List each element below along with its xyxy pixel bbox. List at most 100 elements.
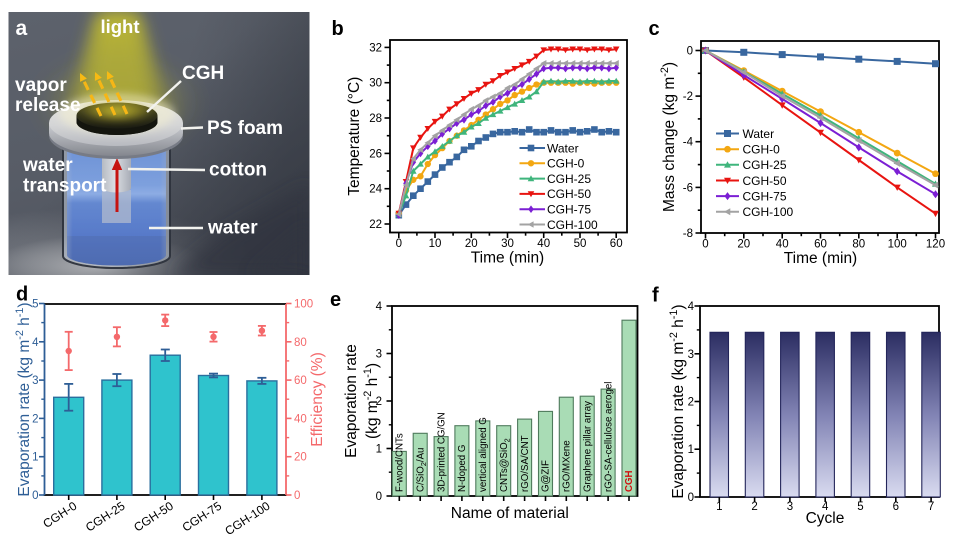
svg-text:Graphene pillar array: Graphene pillar array [582,401,593,492]
svg-text:F-wood/CNTs: F-wood/CNTs [395,433,406,492]
svg-text:CGH-25: CGH-25 [83,499,128,535]
svg-text:0: 0 [376,491,382,503]
svg-text:N-doped G: N-doped G [457,445,468,492]
svg-text:cotton: cotton [209,160,267,181]
svg-text:100: 100 [888,239,907,251]
svg-text:PS foam: PS foam [207,118,283,139]
svg-text:40: 40 [537,238,550,250]
svg-text:Time (min): Time (min) [471,250,544,267]
svg-text:f: f [652,285,659,307]
svg-text:CGH-25: CGH-25 [743,158,787,172]
svg-text:CNTs@SiO2: CNTs@SiO2 [499,438,511,492]
svg-text:3: 3 [32,375,38,387]
svg-text:0: 0 [702,239,708,251]
svg-text:1: 1 [716,501,722,513]
svg-text:2: 2 [376,396,382,408]
svg-text:G@ZIF: G@ZIF [541,460,552,492]
svg-text:transport: transport [23,176,107,197]
svg-text:water: water [207,218,258,239]
svg-text:0: 0 [294,490,300,502]
svg-text:water: water [22,155,73,176]
svg-text:3: 3 [376,349,382,361]
svg-text:CGH-75: CGH-75 [743,189,787,203]
svg-text:CGH-0: CGH-0 [40,499,79,531]
svg-text:60: 60 [814,239,827,251]
svg-text:-8: -8 [683,228,693,240]
svg-text:20: 20 [465,238,478,250]
svg-text:0: 0 [687,46,693,58]
svg-text:60: 60 [294,375,307,387]
svg-text:CGH-25: CGH-25 [547,172,591,186]
svg-text:a: a [16,17,28,40]
svg-text:CGH-0: CGH-0 [547,157,585,171]
svg-text:Water: Water [743,127,775,141]
svg-text:Name of material: Name of material [451,505,569,522]
svg-text:4: 4 [376,301,383,313]
svg-text:40: 40 [776,239,789,251]
svg-text:CGH-0: CGH-0 [743,143,781,157]
svg-text:20: 20 [294,452,307,464]
svg-text:20: 20 [737,239,750,251]
svg-text:-6: -6 [683,182,693,194]
svg-text:d: d [16,284,28,306]
svg-text:CGH: CGH [182,63,224,84]
svg-text:32: 32 [369,42,382,54]
svg-text:6: 6 [893,501,899,513]
svg-text:CGH-100: CGH-100 [222,499,272,539]
svg-text:4: 4 [688,301,695,313]
svg-text:1: 1 [376,444,382,456]
svg-text:CGH-75: CGH-75 [547,203,591,217]
svg-text:3: 3 [787,501,793,513]
svg-text:CGH-50: CGH-50 [743,174,787,188]
svg-text:CGH-100: CGH-100 [743,205,794,219]
svg-text:30: 30 [369,78,382,90]
svg-text:1: 1 [688,444,694,456]
svg-text:10: 10 [429,238,442,250]
svg-text:C/SiO2/Au: C/SiO2/Au [415,448,427,492]
svg-text:0: 0 [688,492,694,504]
svg-text:2: 2 [688,397,694,409]
svg-text:Mass change (kg m-2): Mass change (kg m-2) [659,62,678,212]
svg-text:26: 26 [369,148,382,160]
svg-text:(kg m-2 h-1): (kg m-2 h-1) [362,363,381,439]
svg-text:Time (min): Time (min) [784,250,857,267]
svg-text:2: 2 [751,501,757,513]
svg-text:1: 1 [32,452,38,464]
svg-text:Efficiency (%): Efficiency (%) [309,352,326,446]
svg-text:rGO-SA-cellulose aerogel: rGO-SA-cellulose aerogel [603,382,614,492]
svg-text:vertical aligned G: vertical aligned G [478,417,489,492]
svg-text:Evaporation rate: Evaporation rate [343,344,360,458]
svg-text:CGH: CGH [624,470,635,492]
svg-text:rGO/SA/CNT: rGO/SA/CNT [520,435,531,492]
svg-text:2: 2 [32,413,38,425]
svg-text:0: 0 [32,490,38,502]
svg-text:CGH-50: CGH-50 [547,187,591,201]
svg-text:60: 60 [610,238,623,250]
svg-text:rGO/MXene: rGO/MXene [562,440,573,492]
svg-text:CGH-100: CGH-100 [547,218,598,232]
svg-text:vapor: vapor [15,75,67,96]
svg-text:4: 4 [32,337,39,349]
svg-text:0: 0 [396,238,402,250]
svg-text:28: 28 [369,113,382,125]
svg-text:CGH-75: CGH-75 [180,499,225,535]
svg-text:22: 22 [369,219,382,231]
svg-text:e: e [330,289,341,311]
svg-text:7: 7 [928,501,934,513]
svg-text:40: 40 [294,413,307,425]
svg-text:Evaporation rate (kg m-2 h-1): Evaporation rate (kg m-2 h-1) [14,302,33,496]
svg-text:5: 5 [857,501,863,513]
svg-text:Temperature (°C): Temperature (°C) [346,77,363,196]
svg-text:b: b [332,18,344,40]
svg-text:release: release [15,95,81,116]
svg-text:3: 3 [688,349,694,361]
svg-text:24: 24 [369,184,382,196]
svg-text:120: 120 [926,239,945,251]
svg-text:5: 5 [32,299,38,311]
svg-text:CGH-50: CGH-50 [131,499,176,535]
svg-text:80: 80 [294,337,307,349]
svg-text:-2: -2 [683,91,693,103]
svg-text:50: 50 [574,238,587,250]
svg-text:30: 30 [501,238,514,250]
svg-text:Cycle: Cycle [806,510,845,527]
